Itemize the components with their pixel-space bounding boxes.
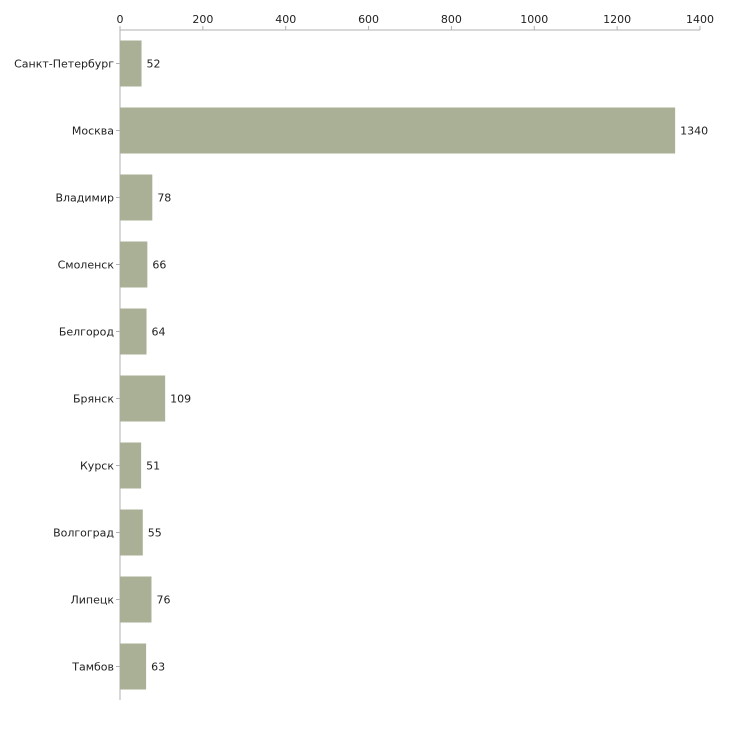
bar — [120, 40, 142, 87]
x-tick-label: 600 — [358, 13, 379, 26]
x-tick-label: 400 — [275, 13, 296, 26]
bar — [120, 241, 148, 288]
category-label: Белгород — [59, 326, 115, 339]
x-tick-label: 800 — [441, 13, 462, 26]
category-label: Тамбов — [71, 661, 114, 674]
value-label: 76 — [156, 594, 170, 607]
x-tick-label: 1400 — [686, 13, 714, 26]
bar — [120, 107, 676, 154]
category-label: Курск — [80, 460, 114, 473]
value-label: 55 — [148, 527, 162, 540]
value-label: 78 — [157, 192, 171, 205]
category-label: Липецк — [70, 594, 114, 607]
category-label: Волгоград — [53, 527, 114, 540]
bar — [120, 576, 152, 623]
value-label: 51 — [146, 460, 160, 473]
bars — [120, 40, 676, 690]
bar — [120, 509, 143, 556]
value-label: 109 — [170, 393, 191, 406]
category-label: Брянск — [73, 393, 114, 406]
x-tick-label: 200 — [192, 13, 213, 26]
bar — [120, 174, 153, 221]
bar — [120, 375, 166, 422]
category-label: Санкт-Петербург — [14, 58, 114, 71]
category-label: Владимир — [55, 192, 114, 205]
x-tick-label: 1000 — [520, 13, 548, 26]
value-label: 52 — [147, 58, 161, 71]
value-label: 63 — [151, 661, 165, 674]
labels: Санкт-Петербург 52 Москва 1340 Владимир 78 Смо… — [14, 58, 708, 674]
x-tick-label: 0 — [117, 13, 124, 26]
bar — [120, 643, 147, 690]
bar — [120, 308, 147, 355]
category-label: Москва — [72, 125, 114, 138]
value-label: 1340 — [680, 125, 708, 138]
x-tick-label: 1200 — [603, 13, 631, 26]
category-label: Смоленск — [58, 259, 115, 272]
bar — [120, 442, 142, 489]
value-label: 64 — [152, 326, 166, 339]
value-label: 66 — [152, 259, 166, 272]
